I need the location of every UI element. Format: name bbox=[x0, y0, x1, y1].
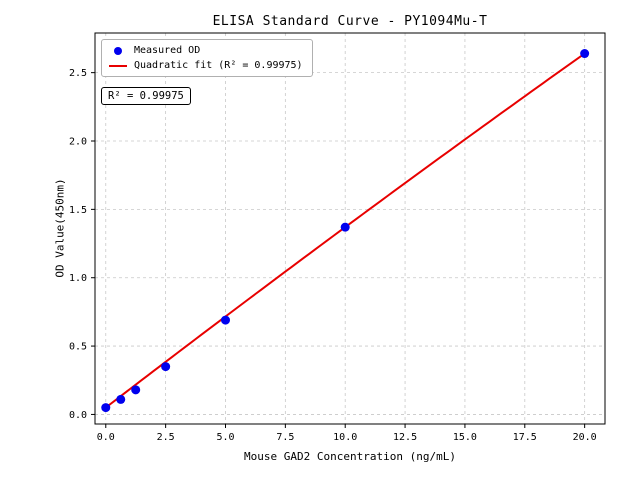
x-tick-label: 12.5 bbox=[393, 432, 417, 443]
x-tick-label: 5.0 bbox=[216, 432, 234, 443]
measured-od-point bbox=[116, 394, 126, 404]
legend-item-quadratic-fit: Quadratic fit (R² = 0.99975) bbox=[109, 60, 303, 71]
y-tick-label: 0.5 bbox=[69, 342, 87, 353]
r-squared-annotation: R² = 0.99975 bbox=[101, 87, 191, 105]
y-axis-label: OD Value(450nm) bbox=[53, 178, 67, 278]
y-tick-label: 2.0 bbox=[69, 137, 87, 148]
legend-item-measured-od: Measured OD bbox=[109, 45, 303, 56]
legend-label-measured-od: Measured OD bbox=[134, 45, 201, 56]
measured-od-point bbox=[101, 403, 111, 413]
x-tick-label: 2.5 bbox=[157, 432, 175, 443]
measured-od-point bbox=[580, 49, 590, 59]
y-tick-label: 1.5 bbox=[69, 205, 87, 216]
x-tick-label: 0.0 bbox=[97, 432, 115, 443]
plot-border bbox=[94, 32, 606, 425]
y-tick-label: 2.5 bbox=[69, 68, 87, 79]
legend: Measured OD Quadratic fit (R² = 0.99975) bbox=[101, 39, 313, 77]
measured-od-point bbox=[131, 385, 141, 395]
x-axis-label: Mouse GAD2 Concentration (ng/mL) bbox=[244, 450, 456, 463]
measured-od-point bbox=[340, 222, 350, 232]
measured-od-point bbox=[220, 315, 230, 325]
line-marker-icon bbox=[109, 64, 127, 67]
x-tick-label: 10.0 bbox=[333, 432, 357, 443]
legend-label-quadratic-fit: Quadratic fit (R² = 0.99975) bbox=[134, 60, 303, 71]
y-tick-label: 1.0 bbox=[69, 273, 87, 284]
x-tick-label: 17.5 bbox=[513, 432, 537, 443]
y-tick-label: 0.0 bbox=[69, 410, 87, 421]
chart-title: ELISA Standard Curve - PY1094Mu-T bbox=[212, 14, 488, 29]
x-tick-label: 7.5 bbox=[276, 432, 294, 443]
x-tick-label: 15.0 bbox=[453, 432, 477, 443]
x-tick-label: 20.0 bbox=[573, 432, 597, 443]
scatter-marker-icon bbox=[114, 46, 122, 55]
measured-od-point bbox=[161, 362, 171, 372]
